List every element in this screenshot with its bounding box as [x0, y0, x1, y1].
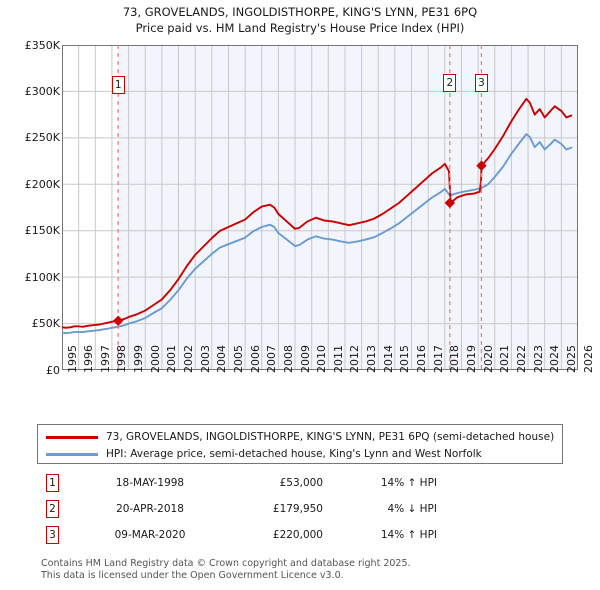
x-axis-tick-label: 2007 — [265, 345, 279, 373]
x-axis-tick-label: 2003 — [198, 345, 212, 373]
table-row: 1 18-MAY-1998 £53,000 14% ↑ HPI — [37, 472, 563, 498]
transaction-price: £179,950 — [272, 503, 323, 515]
legend-swatch-hpi — [46, 453, 98, 456]
y-axis-tick-label: £0 — [46, 363, 60, 377]
x-axis-tick-label: 2019 — [464, 345, 478, 373]
page-title-line-1: 73, GROVELANDS, INGOLDISTHORPE, KING'S L… — [122, 5, 478, 19]
y-axis-tick-label: £50K — [31, 317, 60, 331]
transaction-price: £220,000 — [272, 529, 323, 541]
table-row: 3 09-MAR-2020 £220,000 14% ↑ HPI — [37, 524, 563, 550]
legend-item-price-paid: 73, GROVELANDS, INGOLDISTHORPE, KING'S L… — [38, 427, 562, 447]
x-axis-tick-label: 2026 — [581, 345, 595, 373]
legend-item-hpi: HPI: Average price, semi-detached house,… — [38, 444, 562, 464]
chart-plot-area — [62, 45, 578, 370]
x-axis-tick-label: 1997 — [98, 345, 112, 373]
event-marker-label-1: 1 — [111, 76, 125, 94]
y-axis-tick-label: £300K — [24, 84, 60, 98]
x-axis-tick-label: 2016 — [415, 345, 429, 373]
y-axis: £0 £50K £100K £150K £200K £250K £300K £350K — [0, 0, 60, 590]
page-title-line-2: Price paid vs. HM Land Registry's House … — [135, 21, 465, 35]
x-axis-tick-label: 2006 — [248, 345, 262, 373]
event-point-marker — [476, 160, 487, 171]
x-axis-tick-label: 2017 — [431, 345, 445, 373]
transaction-date: 20-APR-2018 — [116, 503, 184, 515]
x-axis-tick-label: 1999 — [132, 345, 146, 373]
x-axis-tick-label: 2021 — [498, 345, 512, 373]
x-axis-tick-label: 2000 — [148, 345, 162, 373]
x-axis-tick-label: 2013 — [365, 345, 379, 373]
y-axis-tick-label: £350K — [24, 38, 60, 52]
footer-attribution: Contains HM Land Registry data © Crown c… — [41, 558, 581, 581]
transaction-hpi-delta: 14% ↑ HPI — [380, 477, 437, 489]
x-axis-tick-label: 2002 — [182, 345, 196, 373]
y-axis-tick-label: £150K — [24, 224, 60, 238]
transaction-hpi-delta: 14% ↑ HPI — [380, 529, 437, 541]
x-axis-tick-label: 2018 — [448, 345, 462, 373]
event-marker-label-3: 3 — [474, 74, 488, 92]
x-axis-tick-label: 2025 — [564, 345, 578, 373]
x-axis-tick-label: 2008 — [281, 345, 295, 373]
x-axis-tick-label: 2010 — [315, 345, 329, 373]
transaction-index-badge: 1 — [46, 474, 59, 492]
y-axis-tick-label: £200K — [24, 177, 60, 191]
page-title: 73, GROVELANDS, INGOLDISTHORPE, KING'S L… — [0, 4, 600, 36]
x-axis-tick-label: 2001 — [165, 345, 179, 373]
x-axis-tick-label: 2015 — [398, 345, 412, 373]
x-axis-tick-label: 1996 — [82, 345, 96, 373]
event-point-marker — [112, 315, 124, 326]
legend-swatch-price-paid — [46, 436, 98, 439]
transactions-table: 1 18-MAY-1998 £53,000 14% ↑ HPI 2 20-APR… — [37, 472, 563, 550]
x-axis-tick-label: 2024 — [548, 345, 562, 373]
event-point-marker — [444, 197, 456, 209]
event-marker-label-2: 2 — [443, 74, 457, 92]
y-axis-tick-label: £250K — [24, 131, 60, 145]
x-axis-tick-label: 1998 — [115, 345, 129, 373]
transaction-date: 18-MAY-1998 — [115, 477, 185, 489]
x-axis-tick-label: 1995 — [65, 345, 79, 373]
chart-legend: 73, GROVELANDS, INGOLDISTHORPE, KING'S L… — [37, 424, 563, 464]
legend-label-hpi: HPI: Average price, semi-detached house,… — [106, 448, 482, 460]
table-row: 2 20-APR-2018 £179,950 4% ↓ HPI — [37, 498, 563, 524]
x-axis-tick-label: 2023 — [531, 345, 545, 373]
plot-frame — [62, 45, 578, 370]
x-axis-tick-label: 2020 — [481, 345, 495, 373]
footer-line-2: This data is licensed under the Open Gov… — [41, 569, 344, 581]
series-line-hpi — [62, 133, 573, 334]
x-axis-tick-label: 2012 — [348, 345, 362, 373]
transaction-hpi-delta: 4% ↓ HPI — [387, 503, 437, 515]
x-axis-tick-label: 2011 — [331, 345, 345, 373]
transaction-index-badge: 3 — [46, 526, 59, 544]
chart-svg — [62, 45, 578, 370]
x-axis-tick-label: 2009 — [298, 345, 312, 373]
x-axis-tick-label: 2014 — [381, 345, 395, 373]
y-axis-tick-label: £100K — [24, 270, 60, 284]
x-axis-tick-label: 2022 — [514, 345, 528, 373]
footer-line-1: Contains HM Land Registry data © Crown c… — [41, 558, 411, 569]
transaction-index-badge: 2 — [46, 500, 59, 518]
legend-label-price-paid: 73, GROVELANDS, INGOLDISTHORPE, KING'S L… — [106, 431, 555, 443]
x-axis-tick-label: 2005 — [231, 345, 245, 373]
transaction-date: 09-MAR-2020 — [114, 529, 186, 541]
x-axis-tick-label: 2004 — [215, 345, 229, 373]
transaction-price: £53,000 — [279, 477, 323, 489]
